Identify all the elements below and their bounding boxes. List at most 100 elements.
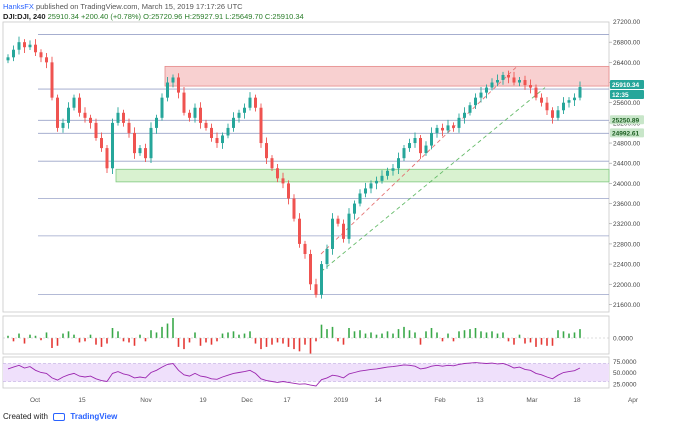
price-flag (610, 128, 644, 138)
tradingview-brand[interactable]: TradingView (70, 412, 118, 421)
candle-body (512, 77, 516, 83)
histogram-bar (56, 338, 59, 346)
candle-body (446, 125, 450, 131)
candle-body (12, 49, 15, 58)
candle-body (342, 223, 345, 239)
time-tick-label: Dec (241, 397, 253, 404)
price-chart[interactable]: 27200.0026800.0026400.0026000.0025600.00… (0, 0, 680, 410)
histogram-bar (254, 338, 257, 344)
candle-body (23, 42, 26, 48)
histogram-bar (546, 338, 548, 346)
histogram-bar (513, 338, 515, 345)
time-tick-label: 2019 (334, 397, 349, 404)
histogram-bar (172, 318, 174, 338)
candle-body (380, 175, 384, 181)
histogram-bar (84, 338, 86, 342)
histogram-bar (469, 329, 471, 338)
candle-body (518, 80, 521, 83)
histogram-bar (106, 338, 108, 344)
histogram-bar (78, 338, 81, 343)
histogram-bar (161, 326, 163, 338)
candle-body (424, 145, 428, 154)
rsi-line (7, 362, 581, 387)
histogram-bar (474, 328, 477, 338)
candle-body (567, 100, 571, 103)
candle-body (452, 125, 455, 128)
rsi-band (3, 363, 609, 382)
histogram-bar (408, 330, 411, 338)
created-with-text: Created with (3, 412, 48, 421)
candle-body (545, 102, 549, 111)
histogram-bar (298, 338, 301, 352)
histogram-bar (221, 333, 224, 338)
candle-body (534, 87, 538, 98)
histogram-bar (353, 331, 356, 338)
candle-body (133, 132, 136, 154)
author-link[interactable]: HanksFX (3, 2, 34, 11)
histogram-bar (166, 323, 169, 338)
candle-body (578, 87, 582, 98)
histogram-bar (458, 331, 460, 338)
candle-body (523, 80, 527, 86)
candle-body (6, 57, 10, 61)
candle-body (248, 97, 252, 108)
histogram-bar (62, 333, 64, 338)
histogram-bar (155, 332, 158, 338)
histogram-bar (232, 331, 235, 338)
histogram-bar (364, 333, 367, 338)
histogram-bar (452, 338, 455, 342)
histogram-bar (12, 338, 15, 342)
histogram-bar (441, 338, 444, 342)
candle-body (347, 213, 351, 239)
candle-body (204, 122, 208, 128)
candle-body (375, 180, 378, 184)
histogram-bar (480, 331, 482, 338)
histogram-bar (276, 338, 279, 343)
candle-body (61, 122, 65, 128)
candle-body (408, 143, 411, 149)
price-tick-label: 23600.00 (613, 201, 640, 208)
histogram-bar (40, 338, 42, 341)
candle-body (419, 138, 422, 154)
time-tick-label: 17 (283, 397, 291, 404)
candle-body (397, 158, 400, 169)
histogram-bar (463, 330, 466, 338)
candle-body (232, 117, 235, 128)
histogram-bar (524, 338, 526, 344)
candle-body (303, 243, 307, 254)
price-flag (610, 90, 644, 100)
candle-body (160, 97, 164, 118)
histogram-bar (45, 332, 48, 338)
candle-body (501, 74, 505, 80)
candle-body (17, 42, 21, 50)
candle-body (182, 92, 186, 113)
histogram-bar (386, 331, 389, 338)
histogram-bar (447, 333, 449, 338)
ohlc-values: O:25720.96 H:25927.91 L:25649.70 C:25910… (143, 12, 304, 21)
histogram-bar (502, 332, 504, 338)
histogram-bar (403, 326, 405, 338)
candle-body (386, 170, 389, 176)
histogram-bar (507, 338, 510, 342)
time-tick-label: 14 (374, 397, 382, 404)
time-tick-label: 15 (78, 397, 86, 404)
price-change: +200.40 (+0.78%) (81, 12, 142, 21)
histogram-bar (397, 329, 400, 338)
candle-body (364, 188, 367, 194)
histogram-bar (89, 334, 92, 338)
histogram-panel-border (2, 315, 610, 355)
histogram-bar (557, 330, 559, 338)
price-tick-label: 24400.00 (613, 161, 640, 168)
histogram-bar (430, 328, 433, 338)
time-tick-label: 19 (199, 397, 207, 404)
histogram-bar (348, 328, 350, 338)
candle-body (265, 143, 268, 159)
histogram-bar (265, 338, 268, 347)
candle-body (369, 183, 373, 189)
price-tick-label: 22400.00 (613, 262, 640, 269)
histogram-bar (51, 338, 53, 348)
candle-body (215, 138, 219, 144)
candle-body (171, 77, 175, 83)
candle-body (309, 254, 312, 285)
histogram-bar (188, 338, 191, 343)
